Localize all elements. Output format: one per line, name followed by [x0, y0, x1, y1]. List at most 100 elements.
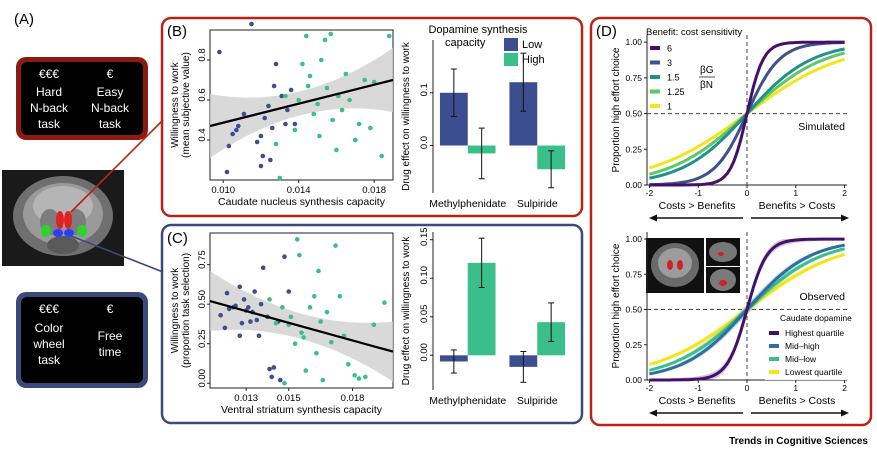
b-point-low: [288, 87, 294, 93]
b-point-high: [343, 71, 349, 77]
c-ytick-label: 0.00: [419, 343, 430, 362]
c-point-low: [237, 284, 243, 290]
d-top-ytick-label: 0.75: [625, 73, 642, 83]
b-point-high: [303, 33, 309, 39]
top-legend-label: 1.5: [667, 73, 680, 83]
c-point-high: [307, 305, 313, 310]
c-xlabel: Ventral striatum synthesis capacity: [221, 404, 383, 416]
hard-money: €€€: [39, 67, 59, 81]
c-point-high: [352, 373, 357, 378]
b-point-low: [235, 123, 241, 129]
d-bottom-ytick-label: 0.50: [625, 305, 642, 315]
b-xtick-label: 0.018: [362, 185, 386, 196]
legend-swatch-low: [504, 38, 518, 51]
c-ytick-label: 0.05: [419, 305, 430, 324]
d-bottom-sigmoid-plot: 0.00 0.25 0.50 0.75 1.00 -2 -1 0 1 2 Proportion hi…: [611, 232, 849, 417]
b-point-high: [296, 97, 301, 103]
d-top-sigmoid-plot: 0.00 0.25 0.50 0.75 1.00 -2 -1 0 1 2 Proportion hi…: [611, 35, 849, 222]
hard-easy-box: €€€ Hard N-back task € Easy N-back task: [16, 57, 148, 140]
b-point-high: [292, 127, 298, 133]
observed-annotation: Observed: [799, 291, 845, 303]
c-point-high: [280, 305, 285, 310]
d-top-xtick-label: -1: [694, 188, 702, 198]
c-point-high: [316, 268, 321, 274]
c-point-low: [226, 306, 232, 312]
c-point-low: [282, 254, 287, 260]
legend-title-2: capacity: [445, 37, 486, 49]
connector-red: [70, 119, 164, 213]
c-ytick-label: 0.10: [419, 266, 430, 285]
b-regression-line: [209, 78, 394, 128]
b-xtick-label: 0.010: [211, 185, 235, 196]
b-point-low: [273, 61, 279, 67]
top-legend-label: 3: [667, 58, 672, 68]
c-ylabel: Drug effect on willingness to work: [401, 236, 412, 386]
b-point-low: [262, 115, 268, 121]
b-point-low: [292, 121, 298, 127]
panel-d-frame: [589, 16, 873, 427]
b-point-high: [362, 77, 368, 83]
c-point-low: [254, 317, 260, 323]
c-point-low: [218, 312, 223, 318]
b-point-high: [283, 93, 288, 99]
top-legend-label: 1.25: [667, 87, 685, 97]
bottom-legend-title: Caudate dopamine: [780, 313, 852, 323]
panel-b-label: (B): [167, 23, 187, 40]
b-ylabel-2: (mean subjective value): [181, 52, 192, 158]
d-top-ytick-label: 0.50: [625, 109, 642, 119]
b-point-low: [283, 121, 288, 127]
b-point-high: [324, 85, 330, 91]
b-point-high: [315, 101, 320, 107]
c-point-high: [320, 377, 326, 383]
b-point-low: [271, 83, 277, 89]
c-point-high: [294, 237, 300, 242]
b-point-high: [356, 121, 362, 127]
b-category-label: Sulpiride: [517, 198, 558, 210]
panel-c-label: (C): [167, 230, 188, 247]
c-point-high: [356, 376, 362, 381]
easy-money: €: [107, 67, 114, 81]
b-point-high: [347, 97, 352, 103]
legend-high-label: High: [522, 54, 545, 66]
c-bars: Methylphenidate Sulpiride 0.00 0.05 0.10 0.15…: [401, 227, 566, 407]
simulated-annotation: Simulated: [798, 121, 845, 133]
top-legend-label: 6: [667, 44, 672, 54]
panel-c-frame: [160, 223, 584, 425]
d-bottom-ytick-label: 0.25: [625, 340, 642, 350]
b-ytick-label: 0.4: [197, 128, 208, 141]
legend-low-label: Low: [522, 39, 542, 51]
b-point-high: [371, 79, 377, 85]
b-ylabel-1: Willingness to work: [170, 61, 181, 148]
color-free-box: €€€ Color wheel task € Free time: [16, 292, 148, 388]
b-point-high: [352, 137, 358, 143]
b-ytick-label: 0.0: [419, 136, 430, 149]
bottom-legend-label: Highest quartile: [785, 328, 844, 338]
bottom-legend-label: Mid–high: [785, 341, 820, 351]
d-top-xtick-label: 2: [842, 188, 847, 198]
c-point-low: [271, 365, 277, 370]
free-money: €: [107, 302, 114, 316]
d-bottom-xtick-label: -1: [694, 383, 702, 393]
b-xtick-label: 0.014: [287, 185, 311, 196]
b-xlabel: Caudate nucleus synthesis capacity: [218, 196, 386, 208]
d-bottom-xtick-label: -2: [646, 383, 654, 393]
b-point-high: [328, 31, 334, 37]
b-point-high: [322, 37, 328, 43]
d-top-costs-label: Costs > Benefits: [659, 200, 736, 212]
free-line1: Free: [98, 329, 123, 343]
c-point-high: [337, 293, 343, 299]
c-point-low: [256, 333, 262, 339]
d-bottom-benefits-label: Benefits > Costs: [759, 395, 836, 407]
b-point-low: [268, 157, 273, 163]
c-point-high: [324, 309, 330, 315]
c-ylabel-1: Willingness to work: [170, 267, 181, 354]
b-point-high: [273, 141, 279, 147]
top-legend-title: Benefit: cost sensitivity: [646, 27, 742, 38]
b-point-high: [300, 61, 305, 67]
easy-line3: task: [99, 117, 122, 131]
b-point-high: [379, 153, 384, 159]
b-point-low: [224, 169, 230, 175]
panel-b-frame: [160, 16, 584, 218]
